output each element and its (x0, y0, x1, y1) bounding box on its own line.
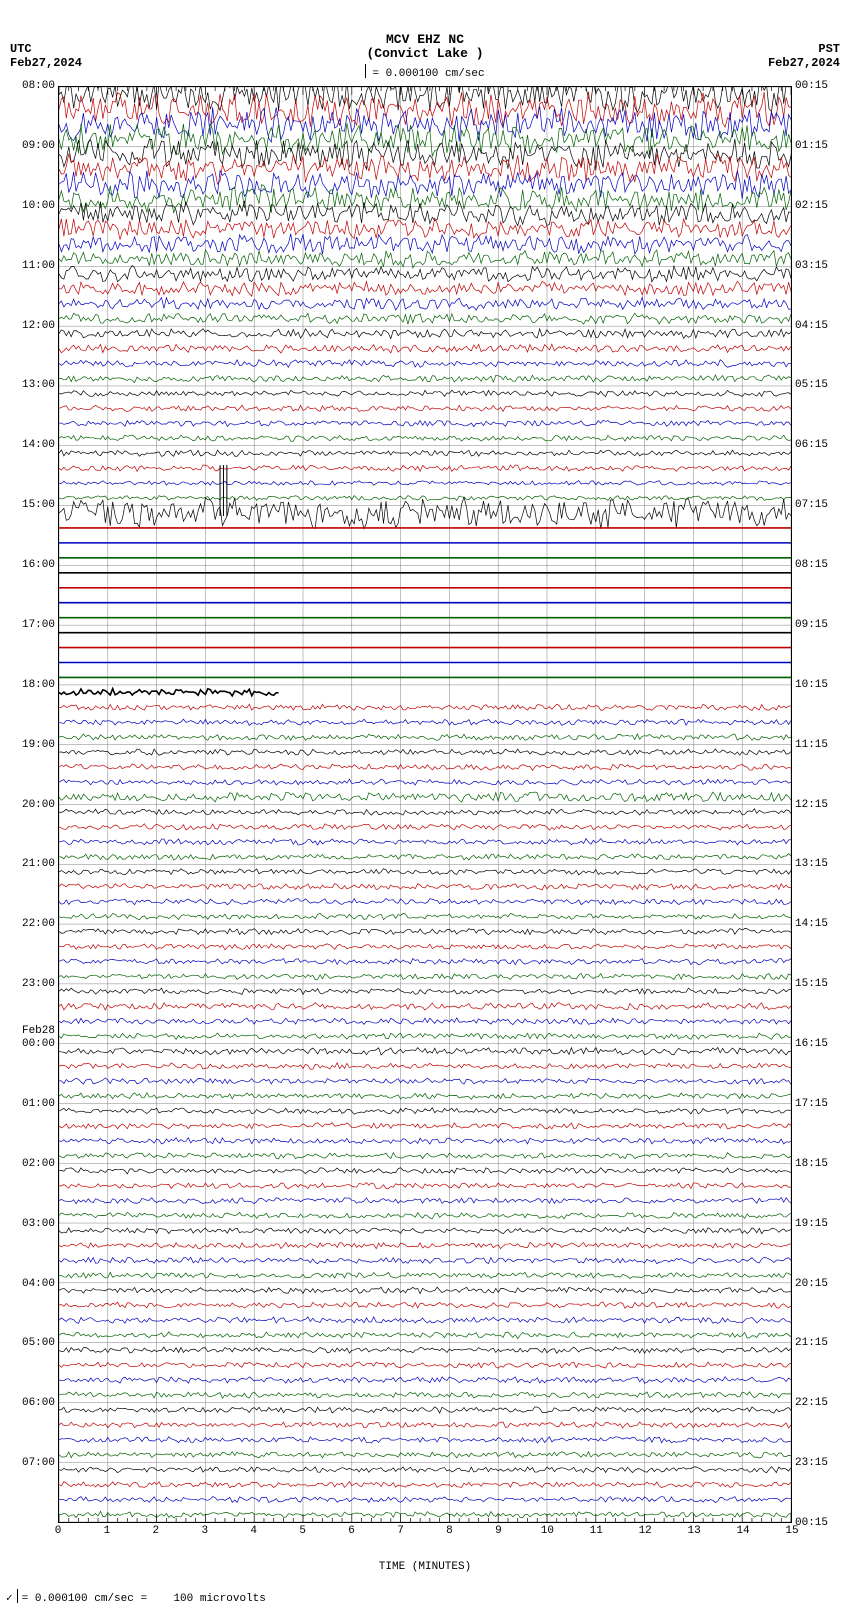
x-axis: 0123456789101112131415 (58, 1525, 792, 1565)
pst-label: PST (818, 42, 840, 56)
x-tick-label: 1 (104, 1525, 111, 1537)
station-name: (Convict Lake ) (0, 46, 850, 61)
utc-time-label: 08:00 (22, 80, 55, 92)
x-tick-label: 7 (397, 1525, 404, 1537)
pst-time-label: 23:15 (795, 1457, 828, 1469)
utc-time-label: 04:00 (22, 1278, 55, 1290)
pst-time-label: 12:15 (795, 799, 828, 811)
pst-time-label: 03:15 (795, 260, 828, 272)
pst-time-label: 13:15 (795, 858, 828, 870)
x-tick-label: 9 (495, 1525, 502, 1537)
pst-time-label: 01:15 (795, 140, 828, 152)
footer-scale: ✓= 0.000100 cm/sec = 100 microvolts (6, 1591, 266, 1605)
date-change-label: Feb28 (22, 1025, 55, 1037)
utc-time-label: 16:00 (22, 559, 55, 571)
utc-time-label: 00:00 (22, 1038, 55, 1050)
x-tick-label: 10 (541, 1525, 554, 1537)
pst-time-label: 19:15 (795, 1218, 828, 1230)
pst-time-label: 10:15 (795, 679, 828, 691)
pst-time-label: 09:15 (795, 619, 828, 631)
x-tick-label: 11 (590, 1525, 603, 1537)
x-tick-label: 13 (688, 1525, 701, 1537)
pst-time-label: 07:15 (795, 499, 828, 511)
pst-time-label: 06:15 (795, 439, 828, 451)
seismogram-plot (58, 86, 792, 1523)
utc-time-label: 15:00 (22, 499, 55, 511)
pst-time-label: 22:15 (795, 1397, 828, 1409)
utc-time-label: 17:00 (22, 619, 55, 631)
utc-time-label: 01:00 (22, 1098, 55, 1110)
utc-time-label: 22:00 (22, 918, 55, 930)
pst-time-label: 16:15 (795, 1038, 828, 1050)
scale-top: = 0.000100 cm/sec (0, 66, 850, 80)
x-tick-label: 8 (446, 1525, 453, 1537)
utc-time-label: 02:00 (22, 1158, 55, 1170)
station-code: MCV EHZ NC (0, 32, 850, 47)
x-tick-label: 12 (639, 1525, 652, 1537)
pst-time-label: 00:15 (795, 80, 828, 92)
pst-time-label: 05:15 (795, 379, 828, 391)
x-tick-label: 2 (153, 1525, 160, 1537)
pst-time-label: 02:15 (795, 200, 828, 212)
utc-time-label: 03:00 (22, 1218, 55, 1230)
x-tick-label: 0 (55, 1525, 62, 1537)
x-axis-label: TIME (MINUTES) (0, 1561, 850, 1573)
utc-time-label: 21:00 (22, 858, 55, 870)
x-tick-label: 6 (348, 1525, 355, 1537)
utc-time-label: 09:00 (22, 140, 55, 152)
pst-time-label: 14:15 (795, 918, 828, 930)
utc-time-label: 12:00 (22, 320, 55, 332)
pst-time-label: 20:15 (795, 1278, 828, 1290)
utc-time-label: 05:00 (22, 1337, 55, 1349)
utc-time-label: 20:00 (22, 799, 55, 811)
pst-time-label: 15:15 (795, 978, 828, 990)
pst-time-label: 21:15 (795, 1337, 828, 1349)
x-tick-label: 5 (299, 1525, 306, 1537)
utc-time-label: 14:00 (22, 439, 55, 451)
pst-time-label: 11:15 (795, 739, 828, 751)
utc-time-label: 06:00 (22, 1397, 55, 1409)
utc-date: Feb27,2024 (10, 56, 82, 70)
pst-date: Feb27,2024 (768, 56, 840, 70)
utc-time-label: 07:00 (22, 1457, 55, 1469)
x-tick-label: 3 (201, 1525, 208, 1537)
utc-time-label: 10:00 (22, 200, 55, 212)
x-tick-label: 14 (736, 1525, 749, 1537)
utc-time-label: 11:00 (22, 260, 55, 272)
utc-time-label: 18:00 (22, 679, 55, 691)
pst-time-label: 04:15 (795, 320, 828, 332)
utc-time-label: 13:00 (22, 379, 55, 391)
utc-label: UTC (10, 42, 32, 56)
pst-time-label: 17:15 (795, 1098, 828, 1110)
x-tick-label: 4 (250, 1525, 257, 1537)
pst-time-label: 08:15 (795, 559, 828, 571)
utc-time-label: 19:00 (22, 739, 55, 751)
pst-time-label: 00:15 (795, 1517, 828, 1529)
pst-time-label: 18:15 (795, 1158, 828, 1170)
utc-time-label: 23:00 (22, 978, 55, 990)
